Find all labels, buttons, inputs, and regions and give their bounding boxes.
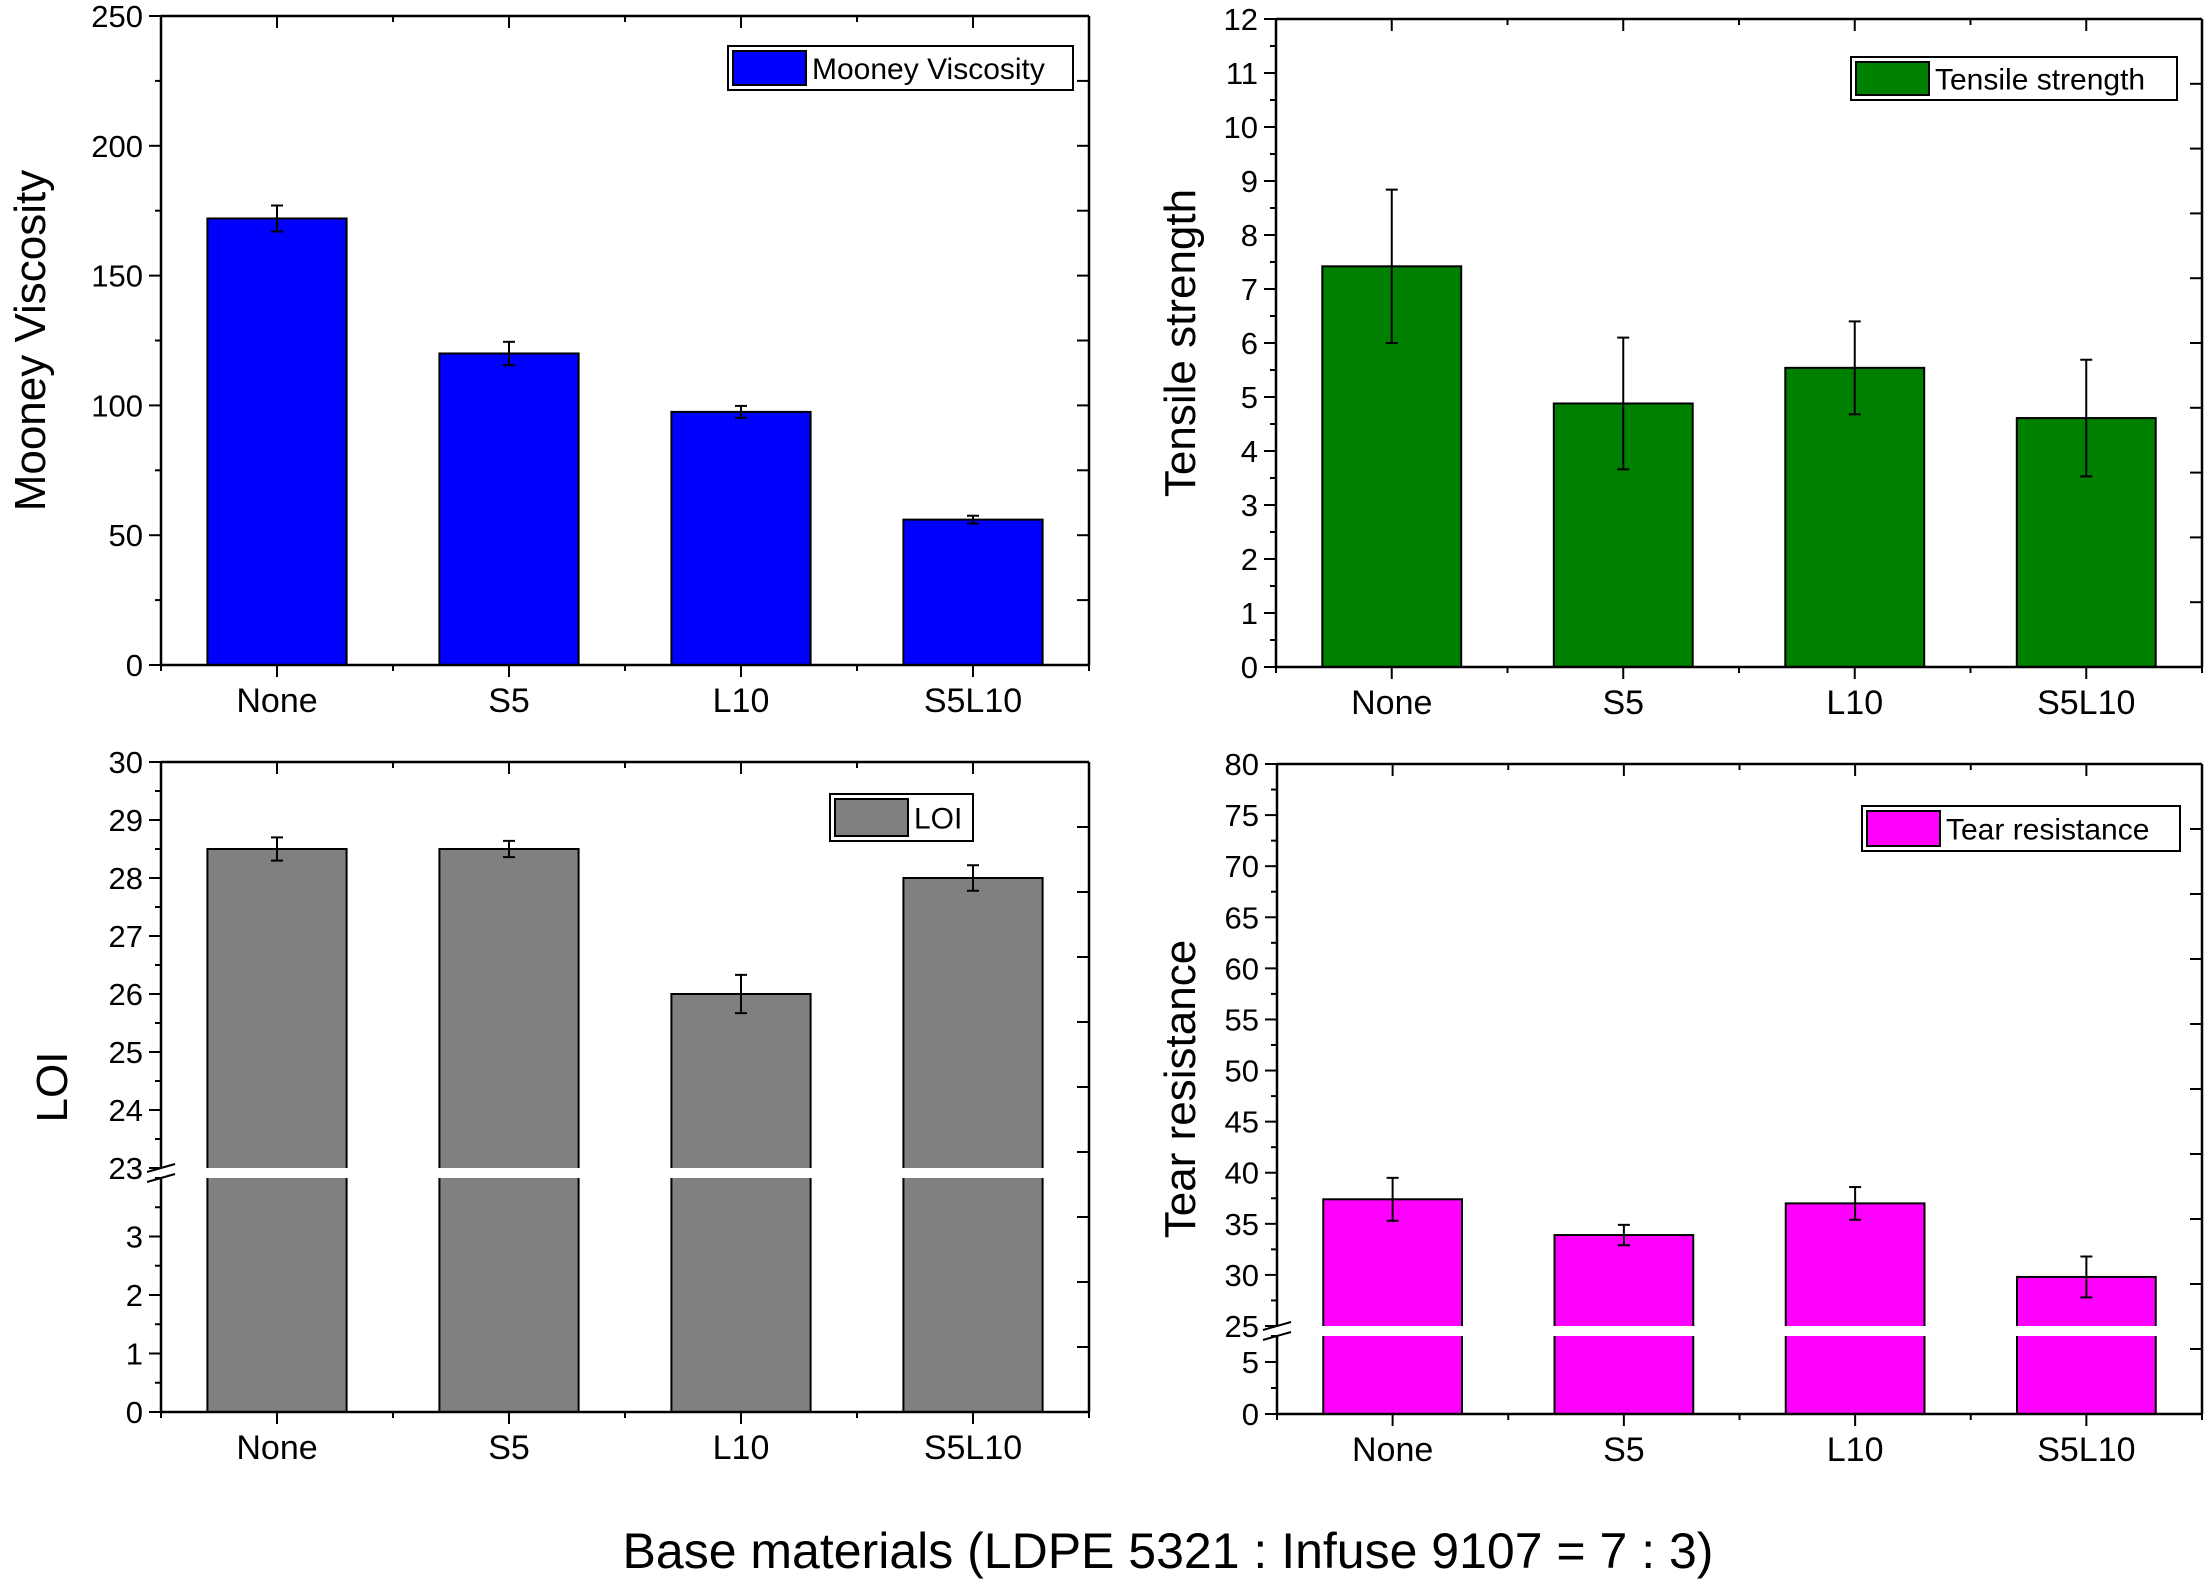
legend-swatch [1866, 810, 1941, 847]
x-tick-label: None [1352, 1431, 1433, 1469]
y-tick-label: 23 [109, 1151, 143, 1186]
x-tick-label: S5L10 [2037, 1431, 2135, 1469]
y-tick-label: 45 [1225, 1105, 1259, 1140]
y-tick-label: 100 [91, 388, 143, 423]
legend-swatch [1855, 61, 1930, 96]
bar-l10 [1784, 1202, 1926, 1416]
y-tick-label: 2 [1241, 542, 1258, 577]
y-tick-label: 5 [1242, 1345, 1259, 1380]
figure-xlabel: Base materials (LDPE 5321 : Infuse 9107 … [623, 1523, 1714, 1579]
y-tick-label: 26 [109, 977, 143, 1012]
y-tick-label: 65 [1225, 900, 1259, 935]
y-tick-label: 1 [126, 1337, 143, 1372]
y-tick-label: 1 [1241, 596, 1258, 631]
legend-swatch [834, 798, 909, 837]
x-tick-label: S5L10 [2037, 684, 2135, 722]
y-tick-label: 11 [1226, 56, 1258, 91]
bar-s5 [438, 352, 580, 666]
x-tick-label: L10 [713, 682, 770, 720]
y-tick-label: 60 [1225, 951, 1259, 986]
y-tick-label: 9 [1241, 164, 1258, 199]
y-axis-title: Mooney Viscosity [6, 170, 55, 512]
y-tick-label: 75 [1225, 798, 1259, 833]
bar-s5l10 [2016, 1275, 2157, 1416]
y-tick-label: 80 [1225, 747, 1259, 782]
y-tick-label: 30 [1225, 1258, 1259, 1293]
y-tick-label: 12 [1224, 2, 1258, 37]
bar-s5l10 [902, 518, 1044, 667]
x-tick-label: None [236, 682, 317, 720]
y-tick-label: 70 [1225, 849, 1259, 884]
x-tick-label: L10 [1826, 684, 1883, 722]
y-axis-title: Tear resistance [1156, 940, 1205, 1238]
y-tick-label: 0 [1242, 1397, 1259, 1432]
y-tick-label: 2 [126, 1278, 143, 1313]
legend-label: Tear resistance [1946, 814, 2149, 847]
y-tick-label: 0 [1241, 650, 1258, 685]
axis-break-gap [163, 1168, 1087, 1178]
x-tick-label: S5L10 [924, 1429, 1022, 1467]
y-tick-label: 3 [126, 1220, 143, 1255]
y-tick-label: 150 [91, 259, 143, 294]
panel-bottom-right: None S5 L10 S5L1005253035404550556065707580… [1156, 747, 2204, 1469]
y-tick-label: 0 [126, 648, 143, 683]
bar-l10 [670, 993, 812, 1413]
x-tick-label: None [236, 1429, 317, 1467]
bar-none [206, 217, 348, 666]
y-tick-label: 40 [1225, 1156, 1259, 1191]
legend-label: Tensile strength [1935, 64, 2145, 97]
y-tick-label: 5 [1241, 380, 1258, 415]
bar-l10 [1784, 366, 1926, 668]
y-tick-label: 7 [1241, 272, 1258, 307]
y-tick-label: 250 [91, 0, 143, 34]
bar-l10 [670, 410, 812, 667]
legend-label: Mooney Viscosity [812, 53, 1045, 86]
y-tick-label: 29 [109, 803, 143, 838]
bar-s5l10 [902, 877, 1044, 1413]
x-tick-label: L10 [713, 1429, 770, 1467]
x-tick-label: S5 [1603, 1431, 1645, 1469]
y-tick-label: 28 [109, 861, 143, 896]
y-tick-label: 30 [109, 745, 143, 780]
y-tick-label: 8 [1241, 218, 1258, 253]
y-tick-label: 25 [109, 1035, 143, 1070]
x-tick-label: S5 [488, 682, 530, 720]
y-tick-label: 24 [109, 1093, 143, 1128]
axis-break-gap [1279, 1326, 2200, 1336]
bar-s5 [1553, 1234, 1695, 1416]
x-tick-label: S5 [1602, 684, 1644, 722]
y-tick-label: 35 [1225, 1207, 1259, 1242]
y-tick-label: 27 [109, 919, 143, 954]
y-tick-label: 3 [1241, 488, 1258, 523]
x-tick-label: S5 [488, 1429, 530, 1467]
y-tick-label: 50 [1225, 1054, 1259, 1089]
x-tick-label: S5L10 [924, 682, 1022, 720]
x-tick-label: L10 [1827, 1431, 1884, 1469]
y-tick-label: 4 [1241, 434, 1258, 469]
y-axis-title: Tensile strength [1156, 189, 1205, 497]
y-tick-label: 0 [126, 1395, 143, 1430]
y-tick-label: 25 [1225, 1309, 1259, 1344]
bar-none [206, 848, 348, 1413]
y-tick-label: 10 [1224, 110, 1258, 145]
legend-label: LOI [914, 803, 962, 836]
y-tick-label: 50 [109, 518, 143, 553]
y-axis-title: LOI [28, 1052, 77, 1123]
x-tick-label: None [1351, 684, 1432, 722]
y-tick-label: 6 [1241, 326, 1258, 361]
y-tick-label: 55 [1225, 1002, 1259, 1037]
y-tick-label: 200 [91, 129, 143, 164]
legend-swatch [732, 50, 807, 86]
bar-s5 [438, 848, 580, 1413]
bar-none [1322, 1198, 1463, 1416]
